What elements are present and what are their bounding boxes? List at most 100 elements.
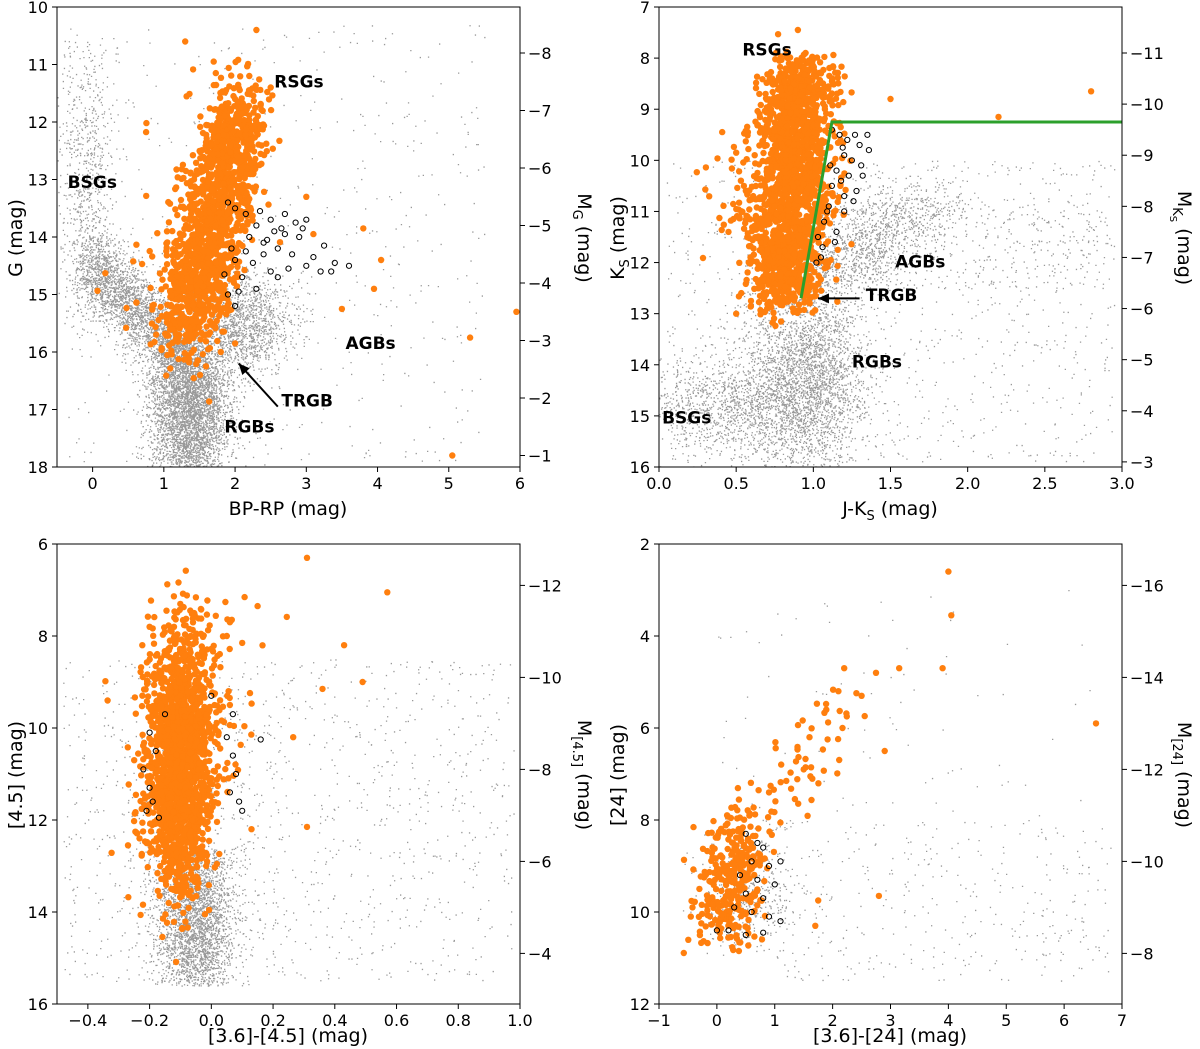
rsg-candidate-point <box>759 283 766 291</box>
rsg-candidate-point <box>822 127 829 134</box>
rsg-candidate-point <box>733 310 740 317</box>
rsg-candidate-point <box>216 305 224 312</box>
x-tick-label: 5 <box>444 474 454 493</box>
rsg-candidate-point <box>218 103 225 110</box>
rsg-candidate-point <box>208 141 215 149</box>
rsg-candidate-point <box>169 227 176 235</box>
rsg-candidate-point <box>168 347 175 354</box>
rsg-candidate-point <box>250 122 257 130</box>
rsg-candidate-point <box>142 128 150 136</box>
rsg-candidate-point <box>204 307 212 314</box>
rsg-candidate-point <box>768 163 775 170</box>
rsg-candidate-point <box>186 326 193 333</box>
rsg-candidate-point <box>241 103 248 110</box>
rsg-candidate-point <box>133 241 140 248</box>
rsg-candidate-point <box>816 115 823 123</box>
rsg-candidate-point <box>200 248 208 255</box>
open-candidate-point <box>224 291 232 298</box>
rsg-candidate-point <box>728 156 735 163</box>
rsg-candidate-point <box>173 166 180 173</box>
rsg-candidate-point <box>264 88 271 96</box>
rsg-candidate-point <box>189 640 197 648</box>
rsg-candidate-point <box>194 170 201 177</box>
y2-label-base: M <box>573 193 595 209</box>
open-candidate-point <box>246 233 253 241</box>
rsg-candidate-point <box>815 226 822 233</box>
rsg-candidate-point <box>813 130 820 137</box>
rsg-candidate-point <box>248 236 256 244</box>
rsg-candidate-point <box>233 147 240 154</box>
rsg-candidate-point <box>149 253 156 260</box>
rsg-candidate-point <box>203 323 210 330</box>
rsg-candidate-point <box>227 105 235 113</box>
rsg-candidate-point <box>756 129 764 136</box>
rsg-candidate-point <box>188 191 196 198</box>
panel-irac-45-cmd: −0.4 −0.2 0.0 0.2 0.4 0.6 0.8 1.06810121416−4−6… <box>5 535 595 1047</box>
rsg-candidate-point <box>179 294 186 302</box>
rsg-candidate-point <box>173 824 181 832</box>
x-tick-label: 0.5 <box>723 474 748 493</box>
rsg-candidate-point <box>730 200 737 208</box>
rsg-candidate-point <box>234 219 241 227</box>
rsg-candidate-point <box>147 341 154 348</box>
rsg-candidate-point <box>198 615 205 622</box>
open-candidate-point <box>844 136 851 143</box>
rsg-candidate-point <box>198 685 205 692</box>
y-tick-label: 9 <box>640 100 650 119</box>
rsg-candidate-point <box>210 58 217 65</box>
rsg-candidate-point <box>837 182 844 190</box>
x-tick-label: 2.0 <box>955 474 980 493</box>
y-label-sub: S <box>618 259 633 267</box>
rsg-candidate-point <box>244 221 251 228</box>
rsg-candidate-point <box>228 177 235 184</box>
rsg-candidate-point <box>257 150 264 157</box>
rsg-candidate-point <box>770 315 778 322</box>
rsg-candidate-point <box>773 210 780 218</box>
rsg-candidate-point <box>181 215 188 222</box>
rsg-candidate-point <box>260 188 268 195</box>
rsg-candidate-point <box>838 63 845 70</box>
rsg-candidate-point <box>224 240 231 247</box>
y-tick-label: 15 <box>28 286 48 305</box>
rsg-candidate-point <box>152 662 159 670</box>
rsg-candidate-point <box>192 784 199 792</box>
rsg-candidate-point <box>756 194 763 201</box>
rsg-candidate-point <box>762 229 769 237</box>
rsg-candidate-point <box>370 285 378 292</box>
plot-frame <box>658 6 1123 468</box>
y2-tick-label: −5 <box>528 217 552 236</box>
rsg-candidate-point <box>790 81 798 88</box>
rsg-candidate-point <box>177 280 185 287</box>
rsg-candidate-point <box>192 594 200 601</box>
rsg-candidate-point <box>827 111 834 118</box>
rsg-candidate-point <box>235 117 243 124</box>
rsg-candidate-point <box>781 186 788 194</box>
rsg-candidate-point <box>794 121 801 129</box>
rsg-candidate-point <box>167 365 174 372</box>
rsg-candidate-point <box>773 288 780 295</box>
rsg-candidate-point <box>848 89 855 96</box>
rsg-candidate-point <box>162 881 170 888</box>
rsg-candidate-point <box>198 239 205 247</box>
rsg-candidate-point <box>449 452 456 459</box>
rsg-candidate-point <box>790 141 798 148</box>
rsg-candidate-point <box>750 192 757 200</box>
open-candidate-point <box>853 187 860 195</box>
rsg-candidate-point <box>210 206 217 213</box>
rsg-candidate-point <box>238 95 245 102</box>
annotation-trgb: TRGB <box>281 392 333 412</box>
rsg-candidate-point <box>762 291 770 299</box>
rsg-candidate-point <box>179 161 187 168</box>
rsg-candidate-point <box>817 70 825 77</box>
rsg-candidate-point <box>153 331 160 338</box>
rsg-candidate-point <box>209 232 216 239</box>
open-candidate-point <box>321 242 328 249</box>
rsg-candidate-point <box>227 215 234 223</box>
open-candidate-point <box>249 259 256 266</box>
rsg-candidate-point <box>832 69 839 76</box>
rsg-candidate-point <box>202 338 210 345</box>
rsg-candidate-point <box>824 238 832 245</box>
rsg-candidate-point <box>754 107 761 115</box>
rsg-candidate-point <box>247 212 255 220</box>
open-candidate-point <box>345 262 353 269</box>
